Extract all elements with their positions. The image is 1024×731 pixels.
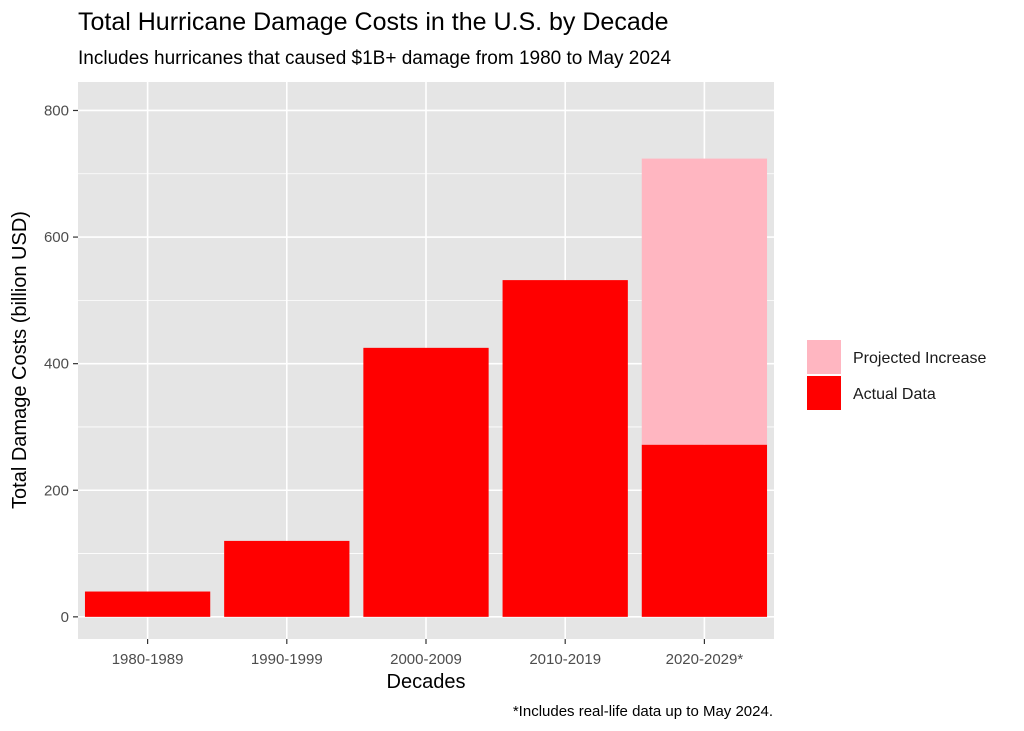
x-tick-label: 2000-2009 <box>390 651 462 668</box>
y-tick-label: 200 <box>44 482 69 499</box>
bar-projected-increase <box>641 158 768 445</box>
chart-caption: *Includes real-life data up to May 2024. <box>513 703 773 720</box>
y-tick-label: 800 <box>44 102 69 119</box>
legend-label: Actual Data <box>853 386 936 403</box>
legend-swatch <box>807 340 841 374</box>
x-tick-label: 2010-2019 <box>529 651 601 668</box>
y-tick-label: 0 <box>61 609 69 626</box>
x-tick-label: 1990-1999 <box>251 651 323 668</box>
bar-actual-data <box>84 591 211 617</box>
x-axis-title: Decades <box>387 671 466 693</box>
chart-title: Total Hurricane Damage Costs in the U.S.… <box>78 8 669 36</box>
bar-actual-data <box>502 280 628 617</box>
legend-swatch <box>807 376 841 410</box>
y-axis: 0 200 400 600 800 <box>44 102 78 626</box>
y-axis-title: Total Damage Costs (billion USD) <box>9 211 31 509</box>
y-tick-label: 400 <box>44 356 69 373</box>
bar-actual-data <box>224 540 350 617</box>
legend: Projected Increase Actual Data <box>807 340 987 410</box>
bar-actual-data <box>641 444 768 617</box>
x-tick-label: 2020-2029* <box>666 651 744 668</box>
x-axis: 1980-1989 1990-1999 2000-2009 2010-2019 2020… <box>112 639 744 668</box>
legend-label: Projected Increase <box>853 350 987 367</box>
bars <box>84 158 768 617</box>
chart-subtitle: Includes hurricanes that caused $1B+ dam… <box>78 48 671 69</box>
plot-area <box>78 82 774 639</box>
x-tick-label: 1980-1989 <box>112 651 184 668</box>
y-tick-label: 600 <box>44 229 69 246</box>
bar-actual-data <box>363 347 489 617</box>
